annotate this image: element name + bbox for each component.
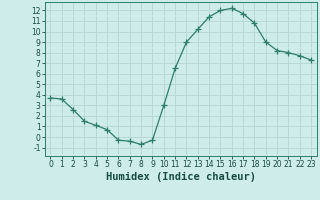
X-axis label: Humidex (Indice chaleur): Humidex (Indice chaleur) — [106, 172, 256, 182]
